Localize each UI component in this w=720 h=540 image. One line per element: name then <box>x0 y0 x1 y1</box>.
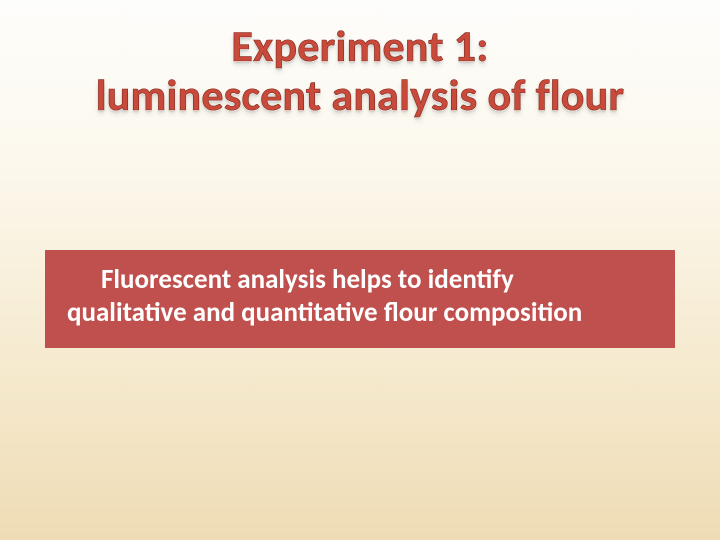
banner-line-1: Fluorescent analysis helps to identify <box>65 264 655 297</box>
content-banner: Fluorescent analysis helps to identify q… <box>45 250 675 348</box>
title-line-1: Experiment 1: <box>0 22 720 71</box>
banner-line-2: qualitative and quantitative flour compo… <box>65 297 655 330</box>
title-line-2: luminescent analysis of flour <box>0 71 720 120</box>
title-block: Experiment 1: luminescent analysis of fl… <box>0 22 720 121</box>
banner-text: Fluorescent analysis helps to identify q… <box>65 264 655 330</box>
slide: Experiment 1: luminescent analysis of fl… <box>0 0 720 540</box>
